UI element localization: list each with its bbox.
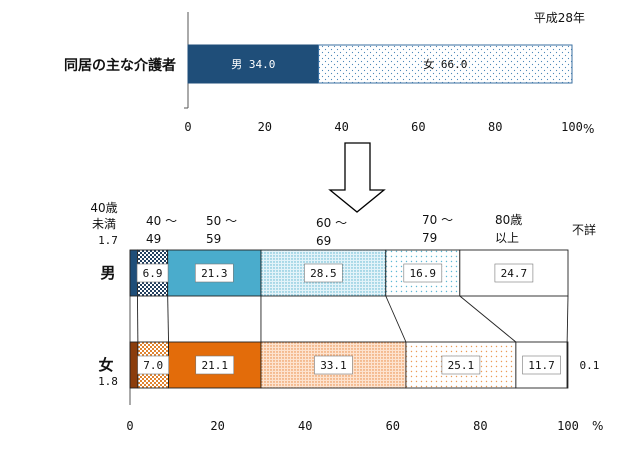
data-label-female-0: 1.8 [98, 375, 118, 388]
data-label-box-female-4 [441, 355, 481, 375]
data-label-male-3: 28.5 [310, 267, 337, 280]
row-label-female: 女 [98, 356, 113, 374]
data-label-male-0: 1.7 [98, 234, 118, 247]
age-label-5-line-0: 80歳 [495, 213, 522, 227]
bottom-x-tick-label-0: 0 [126, 419, 133, 433]
bar-segment-male-0 [129, 249, 138, 297]
data-label-female-6: 0.1 [580, 359, 600, 372]
connector-line-4 [385, 295, 407, 343]
data-label-box-male-1 [136, 263, 169, 283]
age-label-1-line-1: 49 [146, 232, 161, 246]
data-label-box-female-2 [195, 355, 235, 375]
bottom-x-tick-label-2: 40 [298, 419, 312, 433]
bottom-x-tick-label-4: 80 [473, 419, 487, 433]
data-label-male-2: 21.3 [201, 267, 228, 280]
connector-line-5 [459, 295, 517, 343]
top-x-tick-label-2: 40 [334, 120, 348, 134]
row-label-male: 男 [100, 264, 115, 282]
data-label-box-female-1 [137, 355, 170, 375]
age-label-0-line-1: 未満 [92, 217, 116, 231]
age-label-5-line-1: 以上 [495, 231, 519, 245]
data-label-box-male-2 [195, 263, 234, 283]
top-unit-label: % [583, 122, 594, 136]
data-label-female-4: 25.1 [448, 359, 475, 372]
data-label-male-1: 6.9 [143, 267, 163, 280]
top-x-tick-label-1: 20 [258, 120, 272, 134]
segment-label-male: 男 34.0 [231, 58, 275, 71]
top-x-tick-label-3: 60 [411, 120, 425, 134]
data-label-female-5: 11.7 [528, 359, 555, 372]
age-label-4-line-0: 70 ～ [422, 213, 453, 227]
segment-label-female: 女 66.0 [423, 57, 467, 71]
bar-segment-female-0 [129, 341, 139, 389]
age-label-2-line-1: 59 [206, 232, 221, 246]
bar-segment-female [318, 44, 573, 84]
age-label-6-line-0: 不詳 [572, 222, 596, 237]
data-label-female-3: 33.1 [320, 359, 347, 372]
data-label-box-male-5 [494, 263, 534, 283]
bottom-unit-label: % [592, 419, 603, 433]
data-label-female-1: 7.0 [143, 359, 163, 372]
data-label-box-male-3 [304, 263, 343, 283]
bottom-plot-area: 1.7 6.9 21.3 28.5 16.9 24.7 1.8 7.0 21.1 33.1 25.1… [98, 234, 599, 433]
age-label-2-line-0: 50 ～ [206, 214, 237, 228]
top-chart: 平成28年 同居の主な介護者 男 34.0 女 66.00 20 40 60 80 100 … [64, 11, 594, 136]
bottom-x-tick-label-5: 100 [557, 419, 579, 433]
age-label-3-line-1: 69 [316, 234, 331, 248]
data-label-box-male-4 [403, 263, 443, 283]
age-label-0-line-0: 40歳 [90, 201, 117, 215]
connector-line-6 [566, 295, 569, 343]
age-label-4-line-1: 79 [422, 231, 437, 245]
top-x-tick-label-5: 100 [561, 120, 583, 134]
down-arrow [328, 142, 386, 213]
age-label-1-line-0: 40 ～ [146, 214, 177, 228]
top-plot-area: 男 34.0 女 66.0 0 20 40 60 80 100 [184, 12, 583, 134]
top-x-tick-label-0: 0 [184, 120, 191, 134]
data-label-male-5: 24.7 [501, 267, 528, 280]
data-label-box-female-5 [522, 355, 561, 375]
data-label-box-female-3 [314, 355, 353, 375]
data-label-male-4: 16.9 [410, 267, 437, 280]
top-category-label: 同居の主な介護者 [64, 57, 176, 74]
top-x-tick-label-4: 80 [488, 120, 502, 134]
year-note: 平成28年 [534, 11, 585, 25]
bottom-x-tick-label-3: 60 [386, 419, 400, 433]
connector-line-2 [167, 295, 169, 343]
bottom-x-tick-label-1: 20 [210, 419, 224, 433]
bar-segment-male [187, 44, 320, 84]
age-label-3-line-0: 60 ～ [316, 216, 347, 230]
data-label-female-2: 21.1 [202, 359, 229, 372]
bar-segment-female-6 [566, 341, 569, 389]
